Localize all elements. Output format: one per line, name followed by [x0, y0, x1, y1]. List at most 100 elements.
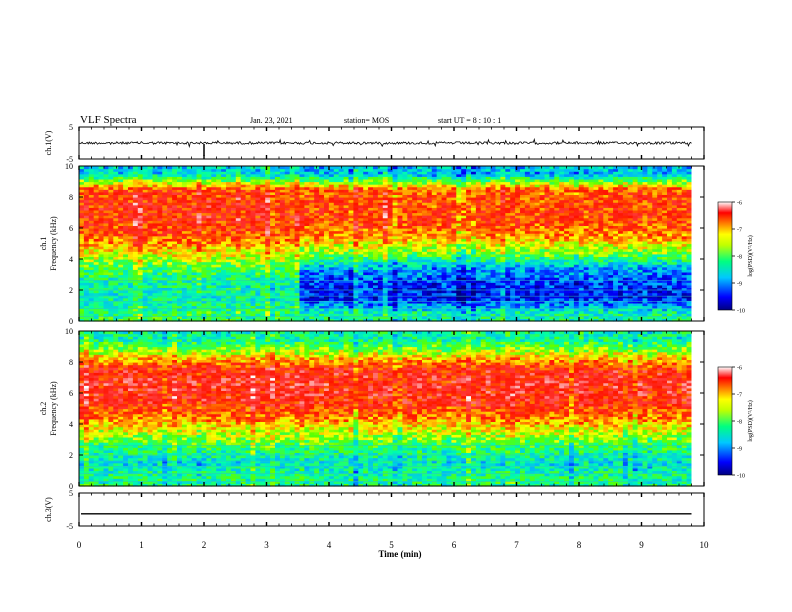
ch1-spectrogram-cell [128, 230, 134, 234]
ch1-spectrogram-cell [319, 209, 325, 214]
ch1-spectrogram-cell [157, 266, 163, 270]
ch1-spectrogram-cell [309, 271, 315, 276]
ch1-spectrogram-cell [191, 197, 198, 201]
ch1-spectrogram-cell [265, 271, 271, 276]
ch1-spectrogram-cell [309, 225, 315, 229]
ch1-spectrogram-cell [206, 295, 212, 299]
ch1-spectrogram-cell [289, 318, 296, 322]
ch1-spectrogram-cell [226, 253, 232, 258]
ch1-spectrogram-cell [128, 178, 134, 183]
ch1-spectrogram-cell [123, 284, 129, 289]
ch1-spectrogram-cell [88, 207, 95, 211]
ch1-spectrogram-cell [328, 209, 335, 214]
ch1-spectrogram-cell [348, 230, 354, 234]
ch1-spectrogram-cell [338, 178, 345, 183]
ch1-spectrogram-cell [245, 240, 252, 245]
ch1-spectrogram-cell [181, 290, 188, 294]
ch1-spectrogram-cell [93, 310, 100, 314]
ch1-spectrogram-cell [186, 264, 193, 268]
ch1-spectrogram-cell [211, 246, 217, 250]
ch1-spectrogram-cell [186, 295, 193, 299]
ch1-spectrogram-cell [167, 284, 173, 289]
ch1-spectrogram-cell [284, 209, 291, 214]
ch1-spectrogram-cell [142, 282, 149, 286]
ch1-spectrogram-cell [279, 217, 286, 221]
ch1-spectrogram-cell [196, 264, 203, 268]
ch1-spectrogram-cell [206, 279, 212, 283]
ch1-spectrogram-cell [324, 277, 330, 281]
ch1-spectrogram-cell [206, 215, 212, 219]
ch1-spectrogram-cell [103, 225, 109, 229]
ch1-spectrogram-cell [309, 191, 315, 196]
ch1-spectrogram-cell [309, 228, 315, 232]
ch1-spectrogram-cell [299, 178, 305, 183]
ch1-spectrogram-cell [172, 204, 178, 208]
ch1-spectrogram-cell [319, 269, 325, 273]
ch1-spectrogram-cell [186, 186, 193, 190]
ch1-spectrogram-cell [319, 204, 325, 208]
ch1-spectrogram-cell [108, 217, 114, 221]
ch1-spectrogram-cell [79, 178, 85, 183]
ch1-spectrogram-cell [132, 220, 139, 224]
ch1-spectrogram-cell [137, 189, 144, 193]
ch1-spectrogram-cell [255, 256, 261, 260]
ch1-spectrogram-cell [142, 269, 149, 273]
ch1-spectrogram-cell [221, 168, 227, 172]
ch1-spectrogram-cell [260, 212, 266, 216]
ch1-spectrogram-cell [103, 197, 109, 201]
ch1-spectrogram-cell [348, 184, 354, 188]
ch1-spectrogram-cell [333, 277, 340, 281]
ch1-spectrogram-cell [201, 197, 207, 201]
ch1-spectrogram-cell [196, 233, 203, 237]
ch1-spectrogram-cell [181, 253, 188, 258]
ch1-spectrogram-cell [162, 233, 168, 237]
ch1-spectrogram-cell [132, 233, 139, 237]
ch1-spectrogram-cell [324, 230, 330, 234]
ch1-spectrogram-cell [181, 197, 188, 201]
ch1-spectrogram-cell [79, 310, 85, 314]
ch1-spectrogram-cell [309, 266, 315, 270]
ch1-spectrogram-cell [152, 168, 158, 172]
ch1-spectrogram-cell [88, 209, 95, 214]
ch1-spectrogram-cell [333, 207, 340, 211]
ch1-spectrogram-cell [240, 261, 247, 265]
ch1-spectrogram-cell [201, 240, 207, 245]
ch1-spectrogram-cell [284, 287, 291, 291]
ch1-spectrogram-cell [113, 302, 119, 307]
ch1-spectrogram-cell [255, 168, 261, 172]
ch1-spectrogram-cell [98, 194, 105, 198]
ch1-spectrogram-cell [79, 259, 85, 263]
ch1-spectrogram-cell [270, 313, 276, 317]
ch1-spectrogram-cell [177, 171, 183, 175]
ch1-spectrogram-cell [343, 240, 350, 245]
ch1-spectrogram-cell [314, 230, 320, 234]
ch1-spectrogram-cell [289, 212, 296, 216]
ch1-spectrogram-cell [93, 230, 100, 234]
ch1-spectrogram-cell [279, 171, 286, 175]
ch1-spectrogram-cell [118, 199, 124, 203]
ch1-spectrogram-cell [343, 202, 350, 206]
ch1-spectrogram-cell [201, 168, 207, 172]
ch1-spectrogram-cell [211, 197, 217, 201]
ch1-spectrogram-cell [304, 310, 310, 314]
ch1-spectrogram-cell [172, 209, 178, 214]
ch1-spectrogram-cell [270, 305, 276, 309]
ch1-spectrogram-cell [260, 315, 266, 320]
ch1-spectrogram-cell [324, 253, 330, 258]
ch1-spectrogram-cell [284, 215, 291, 219]
ch1-spectrogram-cell [324, 284, 330, 289]
ch1-spectrogram-cell [260, 269, 266, 273]
ch1-spectrogram-cell [314, 233, 320, 237]
ch1-spectrogram-cell [157, 248, 163, 252]
ch1-spectrogram-cell [108, 282, 114, 286]
ch1-spectrogram-cell [128, 240, 134, 245]
ch1-spectrogram-cell [162, 308, 168, 312]
ch1-spectrogram-cell [304, 197, 310, 201]
ch1-spectrogram-cell [324, 315, 330, 320]
ch1-spectrogram-cell [93, 292, 100, 296]
ch1-spectrogram-cell [216, 246, 222, 250]
ch1-spectrogram-cell [128, 284, 134, 289]
ch1-spectrogram-cell [162, 178, 168, 183]
ch1-spectrogram-cell [93, 318, 100, 322]
ch1-spectrogram-cell [137, 313, 144, 317]
